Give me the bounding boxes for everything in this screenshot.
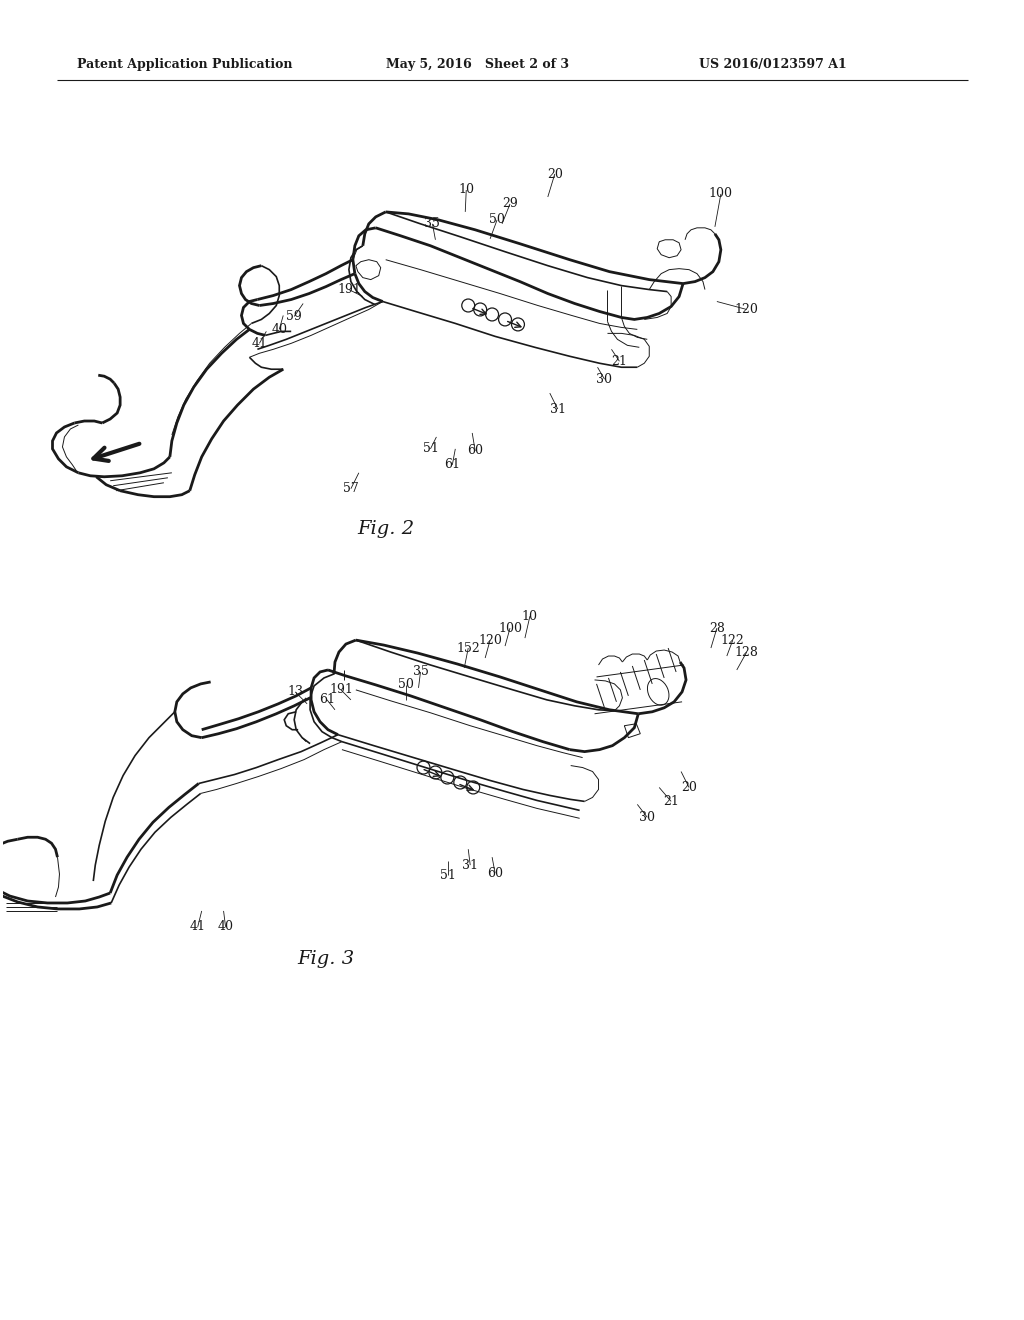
Text: 60: 60: [467, 445, 483, 458]
Text: 41: 41: [251, 337, 267, 350]
Text: 100: 100: [709, 187, 733, 201]
Text: 21: 21: [611, 355, 628, 368]
Text: 61: 61: [444, 458, 461, 471]
Text: 28: 28: [709, 622, 725, 635]
Text: 35: 35: [413, 665, 428, 678]
Text: 40: 40: [271, 323, 288, 335]
Text: 31: 31: [550, 403, 565, 416]
Text: 40: 40: [217, 920, 233, 933]
Text: 120: 120: [478, 634, 502, 647]
Text: 50: 50: [397, 678, 414, 692]
Text: 10: 10: [522, 610, 538, 623]
Text: 51: 51: [423, 442, 438, 455]
Text: 31: 31: [462, 858, 478, 871]
Text: 20: 20: [681, 781, 697, 793]
Text: 13: 13: [287, 685, 303, 698]
Text: 100: 100: [498, 622, 522, 635]
Text: 35: 35: [425, 218, 440, 231]
Text: May 5, 2016   Sheet 2 of 3: May 5, 2016 Sheet 2 of 3: [386, 58, 568, 71]
Text: 61: 61: [319, 693, 335, 706]
Text: 59: 59: [287, 310, 302, 323]
Text: 30: 30: [597, 372, 612, 385]
Text: 120: 120: [735, 304, 759, 315]
Text: 21: 21: [664, 795, 679, 808]
Text: 60: 60: [487, 867, 503, 879]
Text: 191: 191: [329, 684, 353, 697]
Text: Fig. 2: Fig. 2: [357, 520, 415, 537]
Text: 29: 29: [502, 198, 518, 210]
Text: Patent Application Publication: Patent Application Publication: [78, 58, 293, 71]
Text: 128: 128: [735, 645, 759, 659]
Text: 51: 51: [440, 869, 457, 882]
Text: 30: 30: [639, 810, 655, 824]
Text: 122: 122: [721, 634, 744, 647]
Text: 10: 10: [459, 183, 474, 197]
Text: US 2016/0123597 A1: US 2016/0123597 A1: [699, 58, 847, 71]
Text: 191: 191: [337, 282, 360, 296]
Text: 50: 50: [489, 214, 505, 226]
Text: 41: 41: [189, 920, 206, 933]
Text: 152: 152: [457, 642, 480, 655]
Text: 57: 57: [343, 482, 358, 495]
Text: Fig. 3: Fig. 3: [297, 949, 354, 968]
Text: 20: 20: [547, 168, 563, 181]
